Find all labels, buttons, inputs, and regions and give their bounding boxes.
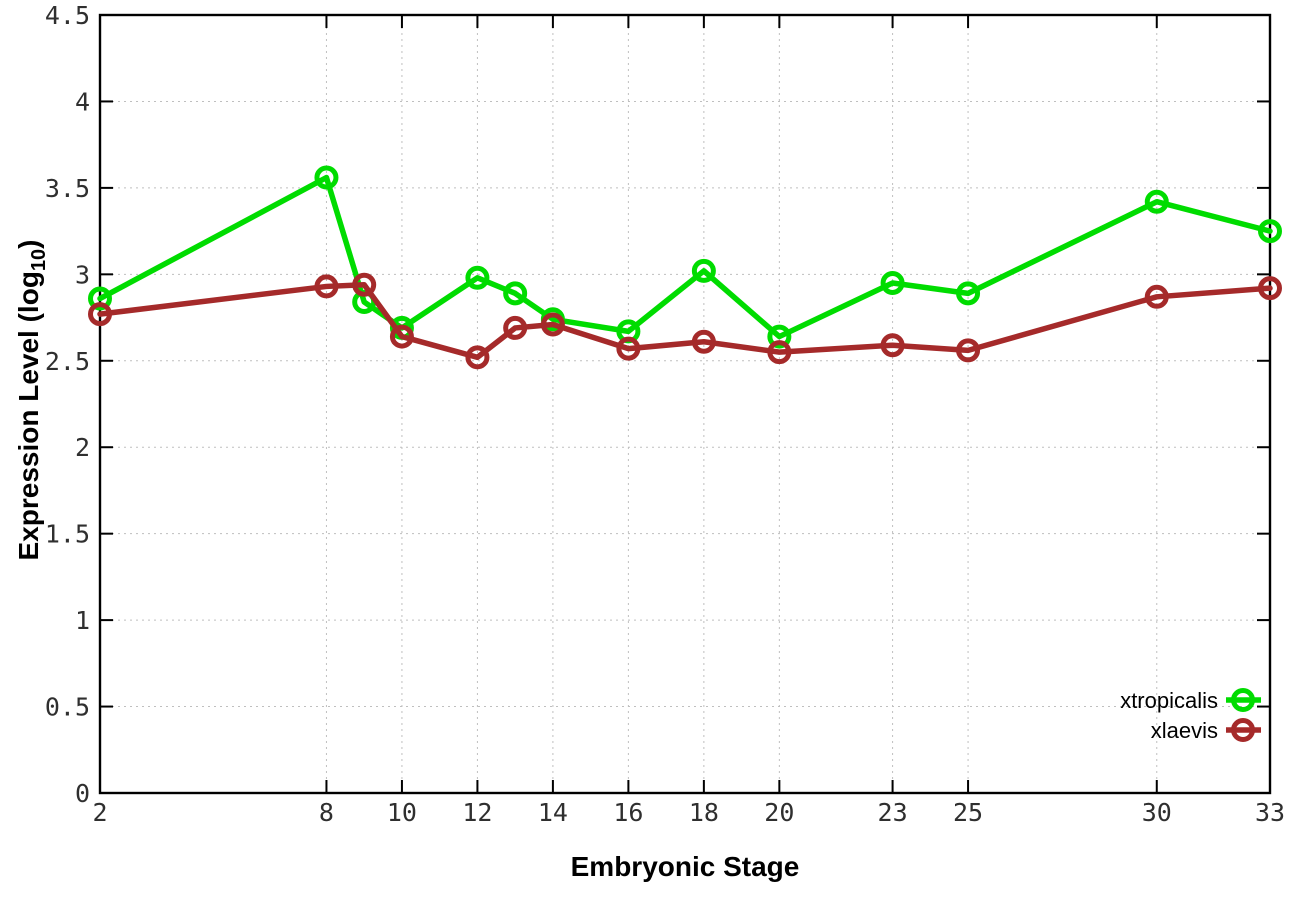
data-point-xlaevis [389, 324, 414, 349]
y-tick-label: 3.5 [45, 174, 90, 203]
y-axis-title-subscript: 10 [28, 249, 50, 271]
y-tick-label: 1.5 [45, 520, 90, 549]
data-point-xtropicalis [767, 324, 792, 349]
data-point-xlaevis [691, 329, 716, 354]
y-tick-label: 4 [75, 87, 90, 116]
data-point-xlaevis [616, 336, 641, 361]
x-tick-label: 20 [764, 798, 794, 827]
data-point-xlaevis [1258, 276, 1282, 301]
y-tick-label: 3 [75, 260, 90, 289]
x-tick-label: 12 [462, 798, 492, 827]
data-point-xlaevis [352, 272, 377, 297]
legend-marker-xtropicalis [1231, 688, 1255, 712]
data-point-xtropicalis [465, 265, 490, 290]
data-point-xlaevis [767, 340, 792, 365]
y-tick-label: 0 [75, 779, 90, 808]
axis-layer [98, 13, 1272, 795]
data-point-xlaevis [465, 345, 490, 370]
legend-item-xlaevis: xlaevis [1151, 718, 1261, 743]
y-axis-title-close: ) [13, 240, 44, 249]
y-tick-label: 1 [75, 606, 90, 635]
x-tick-label: 18 [689, 798, 719, 827]
series-layer [88, 165, 1282, 370]
data-point-xtropicalis [1144, 189, 1169, 214]
data-point-xlaevis [314, 274, 339, 299]
y-axis-title-base: Expression Level (log [13, 271, 44, 560]
data-point-xtropicalis [503, 281, 528, 306]
y-tick-label: 2.5 [45, 347, 90, 376]
legend-marker-xlaevis [1231, 718, 1255, 742]
data-point-xtropicalis [691, 258, 716, 283]
data-point-xlaevis [503, 315, 528, 340]
legend-label-xtropicalis: xtropicalis [1120, 688, 1218, 713]
x-tick-label: 8 [319, 798, 334, 827]
data-point-xtropicalis [956, 281, 981, 306]
series-line-xlaevis [97, 281, 1273, 361]
y-tick-label: 2 [75, 433, 90, 462]
x-tick-label: 10 [387, 798, 417, 827]
grid-layer [100, 15, 1270, 793]
data-point-xlaevis [880, 333, 905, 358]
x-tick-label: 30 [1142, 798, 1172, 827]
y-tick-label: 0.5 [45, 693, 90, 722]
x-tick-label: 23 [878, 798, 908, 827]
legend: xtropicalis xlaevis [1120, 688, 1261, 743]
x-tick-label: 25 [953, 798, 983, 827]
data-point-xtropicalis [314, 165, 339, 190]
tick-label-layer: 2 8 10 12 14 16 18 20 23 25 30 33 0 0.5 1 1.5 2 2.5 3 3.5 4 4… [45, 1, 1285, 827]
y-tick-label: 4.5 [45, 1, 90, 30]
plot-border [98, 13, 1272, 795]
data-point-xtropicalis [880, 270, 905, 295]
y-axis-title: Expression Level (log10) [13, 240, 50, 561]
x-tick-label: 2 [92, 798, 107, 827]
data-point-xlaevis [540, 312, 565, 337]
x-tick-label: 14 [538, 798, 568, 827]
x-tick-label: 33 [1255, 798, 1285, 827]
data-point-xlaevis [1144, 284, 1169, 309]
x-tick-label: 16 [613, 798, 643, 827]
legend-item-xtropicalis: xtropicalis [1120, 688, 1261, 713]
data-point-xtropicalis [1258, 219, 1282, 244]
data-point-xlaevis [956, 338, 981, 363]
x-axis-title: Embryonic Stage [571, 851, 800, 882]
data-point-xtropicalis [88, 286, 112, 311]
data-point-xlaevis [88, 302, 112, 327]
legend-label-xlaevis: xlaevis [1151, 718, 1218, 743]
